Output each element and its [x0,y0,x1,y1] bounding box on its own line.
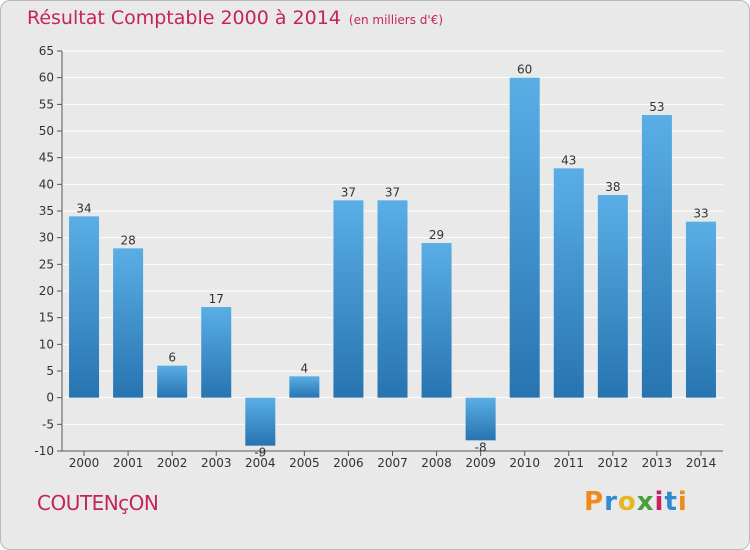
data-label-2008: 29 [429,228,444,242]
data-label-2014: 33 [693,207,708,221]
bar-2009[interactable] [465,397,496,441]
chart-title: Résultat Comptable 2000 à 2014 [27,7,341,29]
x-tick-label: 2014 [686,456,717,470]
x-tick-label: 2000 [69,456,100,470]
y-tick-label: 15 [39,311,54,325]
bar-2002[interactable] [157,365,188,398]
bar-2004[interactable] [245,397,276,446]
data-label-2013: 53 [649,100,664,114]
bar-layer [69,77,716,446]
y-tick-label: 10 [39,337,54,351]
y-tick-label: 60 [39,71,54,85]
logo-letter: t [664,487,678,517]
bar-2010[interactable] [509,77,540,398]
x-tick-label: 2007 [377,456,408,470]
y-tick-label: -10 [34,444,54,458]
chart-title-block: Résultat Comptable 2000 à 2014 (en millie… [27,7,443,29]
data-label-2012: 38 [605,180,620,194]
data-label-2002: 6 [168,351,176,365]
x-tick-label: 2004 [245,456,276,470]
bar-2001[interactable] [113,248,144,398]
x-tick-label: 2012 [598,456,629,470]
x-tick-label: 2013 [642,456,673,470]
data-label-2001: 28 [120,233,135,247]
x-tick-label: 2003 [201,456,232,470]
data-label-2005: 4 [301,361,309,375]
proxiti-logo[interactable]: Proxiti [584,487,688,517]
x-tick-label: 2010 [509,456,540,470]
y-tick-label: -5 [42,417,54,431]
logo-letter: i [677,487,688,517]
y-tick-label: 30 [39,231,54,245]
label-layer: 34 28 6 17 -9 4 37 37 29 -8 60 43 38 53 33 [76,63,708,460]
logo-letter: r [604,487,618,517]
bar-2011[interactable] [553,168,584,398]
data-label-2000: 34 [76,201,91,215]
data-label-2006: 37 [341,185,356,199]
logo-letter: x [636,487,655,517]
data-label-2007: 37 [385,185,400,199]
data-label-2003: 17 [209,292,224,306]
logo-letter: o [617,487,637,517]
x-tick-label: 2008 [421,456,452,470]
data-label-2009: -8 [475,440,487,454]
bar-2014[interactable] [685,221,716,398]
x-tick-label: 2011 [553,456,584,470]
y-tick-label: 40 [39,177,54,191]
logo-letter: P [584,487,605,517]
x-tick-label: 2005 [289,456,320,470]
x-tick-label: 2009 [465,456,496,470]
y-tick-label: 0 [46,391,54,405]
bar-2012[interactable] [597,195,628,398]
bar-2000[interactable] [69,216,100,398]
axis-layer: -10 -5 0 5 10 15 20 25 30 35 40 45 50 55 60 65 2000 2001 2… [34,44,723,470]
bar-2013[interactable] [641,115,672,398]
y-tick-label: 35 [39,204,54,218]
bar-2007[interactable] [377,200,408,398]
x-tick-label: 2006 [333,456,364,470]
y-tick-label: 45 [39,151,54,165]
y-tick-label: 65 [39,44,54,58]
y-tick-label: 55 [39,97,54,111]
y-tick-label: 5 [46,364,54,378]
data-label-2010: 60 [517,63,532,77]
bar-2005[interactable] [289,376,320,398]
y-tick-label: 20 [39,284,54,298]
commune-name: COUTENçON [37,491,159,515]
logo-letter: i [654,487,665,517]
bar-2006[interactable] [333,200,364,398]
x-tick-label: 2001 [113,456,144,470]
bar-2008[interactable] [421,243,452,398]
bar-2003[interactable] [201,307,232,398]
chart-subtitle: (en milliers d'€) [348,13,444,27]
data-label-2004: -9 [254,446,266,460]
data-label-2011: 43 [561,153,576,167]
x-tick-label: 2002 [157,456,188,470]
y-tick-label: 25 [39,257,54,271]
y-tick-label: 50 [39,124,54,138]
